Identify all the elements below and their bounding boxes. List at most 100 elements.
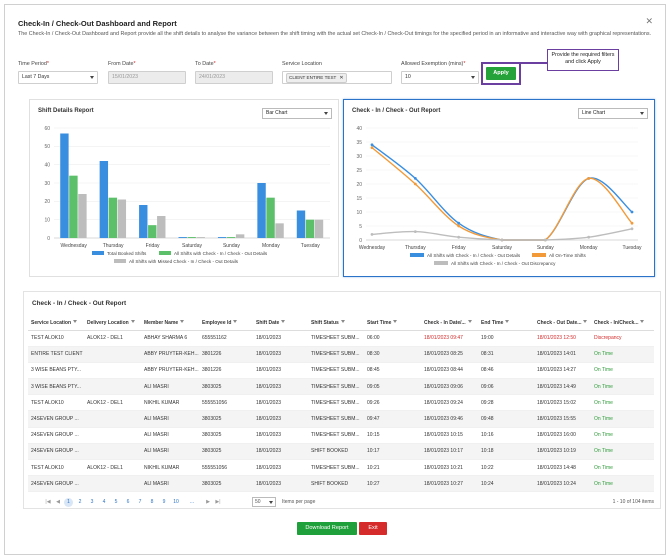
page-3[interactable]: 3: [90, 499, 94, 505]
bar-thursday-2[interactable]: [117, 199, 127, 239]
bar-friday-0[interactable]: [139, 205, 148, 238]
table-row[interactable]: 24SEVEN GROUP ... ALI MASRI 3803025 18/01/2…: [28, 410, 654, 428]
column-header[interactable]: Delivery Location: [84, 316, 141, 331]
point-0-wednesday[interactable]: [370, 143, 374, 147]
point-2-wednesday[interactable]: [370, 233, 374, 236]
check-chart-type-select[interactable]: Line Chart: [578, 108, 648, 119]
page-4[interactable]: 4: [102, 499, 106, 505]
point-1-wednesday[interactable]: [370, 146, 374, 149]
time-period-select[interactable]: Last 7 Days: [18, 71, 98, 84]
bar-sunday-0[interactable]: [217, 237, 227, 238]
filter-icon[interactable]: [393, 320, 398, 324]
bar-monday-2[interactable]: [275, 223, 284, 238]
point-2-thursday[interactable]: [413, 230, 417, 233]
prev-page-icon[interactable]: ◀: [56, 499, 60, 505]
table-row[interactable]: 3 WISE BEANS PTY... ABBY PRUYTER-KEH... 38…: [28, 362, 654, 380]
shift-chart-type-select[interactable]: Bar Chart: [262, 108, 332, 119]
point-0-friday[interactable]: [457, 221, 461, 225]
table-row[interactable]: TEST ALOK10 ALOK12 - DEL1 ABHAY SHARMA 6 65…: [28, 330, 654, 347]
to-date-input[interactable]: 24/01/2023: [195, 71, 273, 84]
table-row[interactable]: TEST ALOK10 ALOK12 - DEL1 NIKHIL KUMAR 5555…: [28, 394, 654, 412]
table-row[interactable]: 24SEVEN GROUP ... ALI MASRI 3803025 18/01/2…: [28, 443, 654, 461]
from-date-input[interactable]: 15/01/2023: [108, 71, 186, 84]
bar-tuesday-2[interactable]: [314, 219, 324, 238]
column-header[interactable]: Check - In Date/...: [421, 316, 478, 331]
items-per-page-select[interactable]: 50: [252, 497, 276, 507]
close-icon[interactable]: ✕: [645, 16, 653, 26]
column-header[interactable]: Member Name: [141, 316, 199, 331]
point-2-friday[interactable]: [457, 235, 461, 239]
point-2-sunday[interactable]: [543, 238, 547, 242]
filter-icon[interactable]: [233, 320, 238, 324]
allowed-exemption-select[interactable]: 10: [401, 71, 479, 84]
service-location-input[interactable]: CLIENT ENTIRE TEST ✕: [282, 71, 392, 84]
last-page-icon[interactable]: ▶|: [215, 499, 221, 505]
bar-saturday-1[interactable]: [187, 237, 196, 238]
filter-icon[interactable]: [340, 320, 345, 324]
bar-tuesday-1[interactable]: [305, 219, 315, 238]
bar-tuesday-0[interactable]: [296, 210, 306, 239]
filter-icon[interactable]: [73, 320, 78, 324]
column-header[interactable]: Check - Out Date...: [534, 316, 591, 331]
apply-button[interactable]: Apply: [486, 67, 516, 80]
point-0-tuesday[interactable]: [630, 210, 634, 214]
remove-chip-icon[interactable]: ✕: [339, 75, 344, 81]
page-2[interactable]: 2: [78, 499, 82, 505]
filter-icon[interactable]: [640, 320, 645, 324]
bar-friday-2[interactable]: [157, 216, 166, 238]
filter-icon[interactable]: [180, 320, 185, 324]
page-...[interactable]: ...: [189, 499, 195, 505]
point-0-thursday[interactable]: [413, 177, 417, 180]
download-report-button[interactable]: Download Report: [297, 522, 357, 535]
legend-label: All Shifts with Missed Check - In / Chec…: [129, 259, 239, 264]
table-row[interactable]: 24SEVEN GROUP ... ALI MASRI 3803025 18/01/2…: [28, 475, 654, 493]
exit-button[interactable]: Exit: [359, 522, 387, 535]
bar-thursday-1[interactable]: [108, 197, 118, 238]
page-5[interactable]: 5: [114, 499, 118, 505]
bar-saturday-2[interactable]: [196, 237, 205, 238]
bar-monday-0[interactable]: [257, 183, 266, 238]
column-header[interactable]: Service Location: [28, 316, 84, 331]
bar-wednesday-1[interactable]: [69, 175, 78, 238]
column-header[interactable]: Check - In/Check...: [591, 316, 654, 331]
bar-sunday-2[interactable]: [235, 234, 245, 238]
bar-thursday-0[interactable]: [99, 161, 109, 238]
allowed-exemption-label: Allowed Exemption (mins): [401, 61, 464, 67]
table-row[interactable]: 3 WISE BEANS PTY... ALI MASRI 3803025 18/01…: [28, 378, 654, 396]
column-header[interactable]: Shift Status: [308, 316, 364, 331]
next-page-icon[interactable]: ▶: [206, 499, 210, 505]
table-row[interactable]: TEST ALOK10 ALOK12 - DEL1 NIKHIL KUMAR 5555…: [28, 459, 654, 477]
page-7[interactable]: 7: [138, 499, 142, 505]
point-1-thursday[interactable]: [413, 182, 417, 186]
bar-wednesday-2[interactable]: [78, 194, 87, 238]
first-page-icon[interactable]: |◀: [45, 499, 51, 505]
point-1-monday[interactable]: [587, 177, 591, 180]
column-header[interactable]: Start Time: [364, 316, 421, 331]
bar-wednesday-0[interactable]: [60, 133, 69, 239]
point-2-tuesday[interactable]: [630, 227, 634, 231]
page-8[interactable]: 8: [150, 499, 154, 505]
page-6[interactable]: 6: [126, 499, 130, 505]
bar-friday-1[interactable]: [148, 225, 157, 238]
filter-icon[interactable]: [505, 320, 510, 324]
point-2-monday[interactable]: [587, 235, 591, 239]
point-2-saturday[interactable]: [500, 238, 504, 242]
filter-icon[interactable]: [583, 320, 588, 324]
table-row[interactable]: ENTIRE TEST CLIENT ABBY PRUYTER-KEH... 380…: [28, 346, 654, 363]
column-header[interactable]: Employee Id: [199, 316, 253, 331]
point-1-tuesday[interactable]: [630, 221, 634, 225]
filter-icon[interactable]: [130, 320, 135, 324]
column-header[interactable]: Shift Date: [253, 316, 308, 331]
series-line-2[interactable]: [371, 228, 633, 241]
bar-saturday-0[interactable]: [178, 237, 187, 238]
column-header[interactable]: End Time: [478, 316, 534, 331]
page-9[interactable]: 9: [162, 499, 166, 505]
bar-sunday-1[interactable]: [226, 237, 236, 238]
bar-monday-1[interactable]: [266, 197, 275, 238]
point-1-friday[interactable]: [457, 224, 461, 228]
table-row[interactable]: 24SEVEN GROUP ... ALI MASRI 3803025 18/01/2…: [28, 427, 654, 444]
filter-icon[interactable]: [467, 320, 472, 324]
filter-icon[interactable]: [281, 320, 286, 324]
page-10[interactable]: 10: [173, 499, 179, 505]
page-1[interactable]: 1: [64, 498, 73, 507]
